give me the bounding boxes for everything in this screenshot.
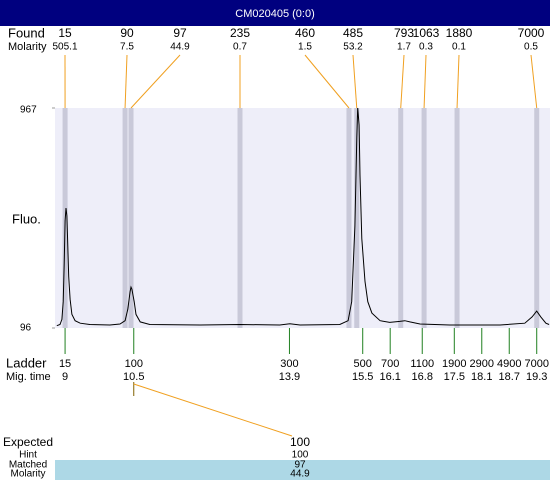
peak-band [122, 108, 128, 328]
peak-connector [530, 54, 538, 109]
ladder-time: 18.7 [499, 371, 520, 383]
found-size: 90 [120, 26, 134, 40]
ladder-time: 9 [62, 371, 68, 383]
ladder-size: 700 [381, 358, 399, 370]
found-molarity: 0.1 [452, 42, 466, 53]
ladder-time: 13.9 [279, 371, 300, 383]
peak-band [346, 108, 352, 328]
found-size: 97 [173, 26, 187, 40]
expected-row-label: Molarity [10, 469, 45, 480]
found-label: Found [8, 25, 45, 40]
peak-connector [124, 54, 128, 109]
found-size: 1880 [446, 26, 473, 40]
found-size: 1063 [413, 26, 440, 40]
found-molarity: 44.9 [170, 42, 190, 53]
found-size: 793 [394, 26, 414, 40]
expected-row-value: 100 [290, 435, 310, 449]
found-size: 15 [58, 26, 72, 40]
peak-band [237, 108, 243, 328]
ladder-size: 1900 [442, 358, 466, 370]
peak-band [454, 108, 460, 328]
peak-band [128, 108, 134, 328]
found-size: 460 [295, 26, 315, 40]
ladder-size: 500 [354, 358, 372, 370]
expected-row-value: 44.9 [290, 469, 310, 480]
found-molarity: 1.7 [397, 42, 411, 53]
expected-row-label: Matched [9, 460, 47, 471]
peak-connector [352, 54, 358, 109]
ladder-size: 100 [125, 358, 143, 370]
ladder-time: 16.8 [412, 371, 433, 383]
ladder-time: 15.5 [352, 371, 373, 383]
ladder-size: 7000 [524, 358, 548, 370]
ladder-time: 10.5 [123, 371, 144, 383]
y-label: Fluo. [12, 211, 41, 226]
trace [56, 107, 550, 327]
expected-row-label: Expected [3, 435, 53, 449]
plot-area [55, 108, 550, 328]
ladder-time: 18.1 [471, 371, 492, 383]
peak-connector [456, 54, 460, 109]
expected-row-value: 100 [292, 450, 309, 461]
expected-row-value: 97 [294, 460, 306, 471]
found-molarity: 0.7 [233, 42, 247, 53]
found-molarity: 0.5 [524, 42, 538, 53]
peak-band [354, 108, 360, 328]
peak-connector [130, 54, 181, 109]
peak-band [534, 108, 540, 328]
ladder-size: 2900 [470, 358, 494, 370]
peak-connector [400, 54, 405, 109]
found-molarity: 1.5 [298, 42, 312, 53]
ladder-time: 19.3 [526, 371, 547, 383]
expected-row-label: Hint [19, 450, 37, 461]
found-size: 235 [230, 26, 250, 40]
ladder-size: 300 [280, 358, 298, 370]
ladder-size: 1100 [410, 358, 434, 370]
ladder-time: 16.1 [379, 371, 400, 383]
molarity-label: Molarity [8, 41, 47, 53]
ladder-size: 15 [59, 358, 71, 370]
expected-connector [133, 383, 293, 437]
ladder-size: 4900 [497, 358, 521, 370]
found-molarity: 7.5 [120, 42, 134, 53]
ladder-label: Ladder [6, 355, 47, 370]
matched-highlight [55, 460, 550, 480]
peak-connector [423, 54, 427, 109]
found-molarity: 505.1 [52, 42, 77, 53]
y-tick-label: 96 [20, 323, 32, 334]
peak-band [398, 108, 404, 328]
found-molarity: 53.2 [343, 42, 363, 53]
y-tick-label: 967 [20, 105, 37, 116]
title: CM020405 (0:0) [235, 8, 315, 20]
peak-band [421, 108, 427, 328]
mig-time-label: Mig. time [6, 371, 51, 383]
found-size: 7000 [518, 26, 545, 40]
found-size: 485 [343, 26, 363, 40]
ladder-time: 17.5 [444, 371, 465, 383]
title-bar [0, 0, 550, 26]
found-molarity: 0.3 [419, 42, 433, 53]
peak-connector [304, 54, 350, 109]
